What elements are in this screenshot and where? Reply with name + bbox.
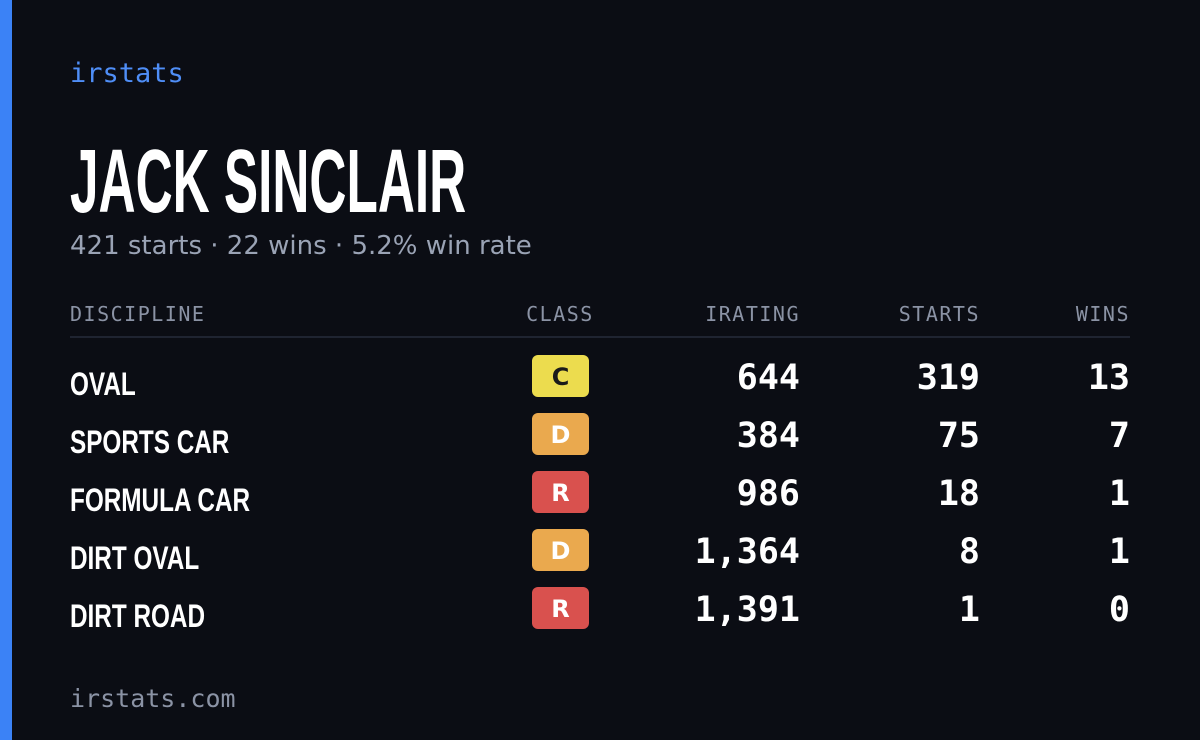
class-badge bbox=[532, 413, 589, 455]
column-header: CLASS bbox=[526, 302, 594, 326]
discipline: SPORTS CAR bbox=[70, 425, 229, 461]
irating: 986 bbox=[737, 474, 800, 514]
starts: 18 bbox=[938, 474, 980, 514]
class-letter: D bbox=[551, 537, 571, 565]
brand: irstats bbox=[70, 58, 184, 89]
wins: 0 bbox=[1109, 590, 1130, 630]
table-row: DIRT OVAL D 1,364 8 1 bbox=[70, 529, 1130, 577]
discipline: DIRT OVAL bbox=[70, 541, 199, 577]
wins: 1 bbox=[1109, 532, 1130, 572]
irating: 1,391 bbox=[695, 590, 800, 630]
wins: 7 bbox=[1109, 416, 1130, 456]
footer-url: irstats.com bbox=[70, 684, 236, 713]
table-row: SPORTS CAR D 384 75 7 bbox=[70, 413, 1130, 461]
starts: 319 bbox=[917, 358, 980, 398]
class-letter: R bbox=[551, 479, 569, 507]
column-header: WINS bbox=[1076, 302, 1130, 326]
column-header: DISCIPLINE bbox=[70, 302, 205, 326]
class-badge bbox=[532, 471, 589, 513]
discipline: OVAL bbox=[70, 367, 136, 403]
table-row: OVAL C 644 319 13 bbox=[70, 355, 1130, 403]
irating: 384 bbox=[737, 416, 800, 456]
class-badge bbox=[532, 587, 589, 629]
class-badge bbox=[532, 355, 589, 397]
discipline: DIRT ROAD bbox=[70, 599, 205, 635]
class-letter: D bbox=[551, 421, 571, 449]
table-row: DIRT ROAD R 1,391 1 0 bbox=[70, 587, 1130, 635]
irating: 1,364 bbox=[695, 532, 800, 572]
player-name: JACK SINCLAIR bbox=[70, 131, 466, 232]
wins: 1 bbox=[1109, 474, 1130, 514]
discipline: FORMULA CAR bbox=[70, 483, 250, 519]
starts: 75 bbox=[938, 416, 980, 456]
column-header: IRATING bbox=[705, 302, 800, 326]
column-header: STARTS bbox=[899, 302, 980, 326]
class-badge bbox=[532, 529, 589, 571]
irating: 644 bbox=[737, 358, 800, 398]
starts: 8 bbox=[959, 532, 980, 572]
class-letter: R bbox=[551, 595, 569, 623]
table-header: DISCIPLINE CLASS IRATING STARTS WINS bbox=[70, 302, 1130, 326]
summary: 421 starts · 22 wins · 5.2% win rate bbox=[70, 231, 532, 261]
wins: 13 bbox=[1088, 358, 1130, 398]
class-letter: C bbox=[552, 363, 570, 391]
table-row: FORMULA CAR R 986 18 1 bbox=[70, 471, 1130, 519]
table-body: OVAL C 644 319 13 SPORTS CAR D 384 75 7 FORMULA CA… bbox=[70, 355, 1130, 635]
accent-bar bbox=[0, 0, 12, 740]
starts: 1 bbox=[959, 590, 980, 630]
